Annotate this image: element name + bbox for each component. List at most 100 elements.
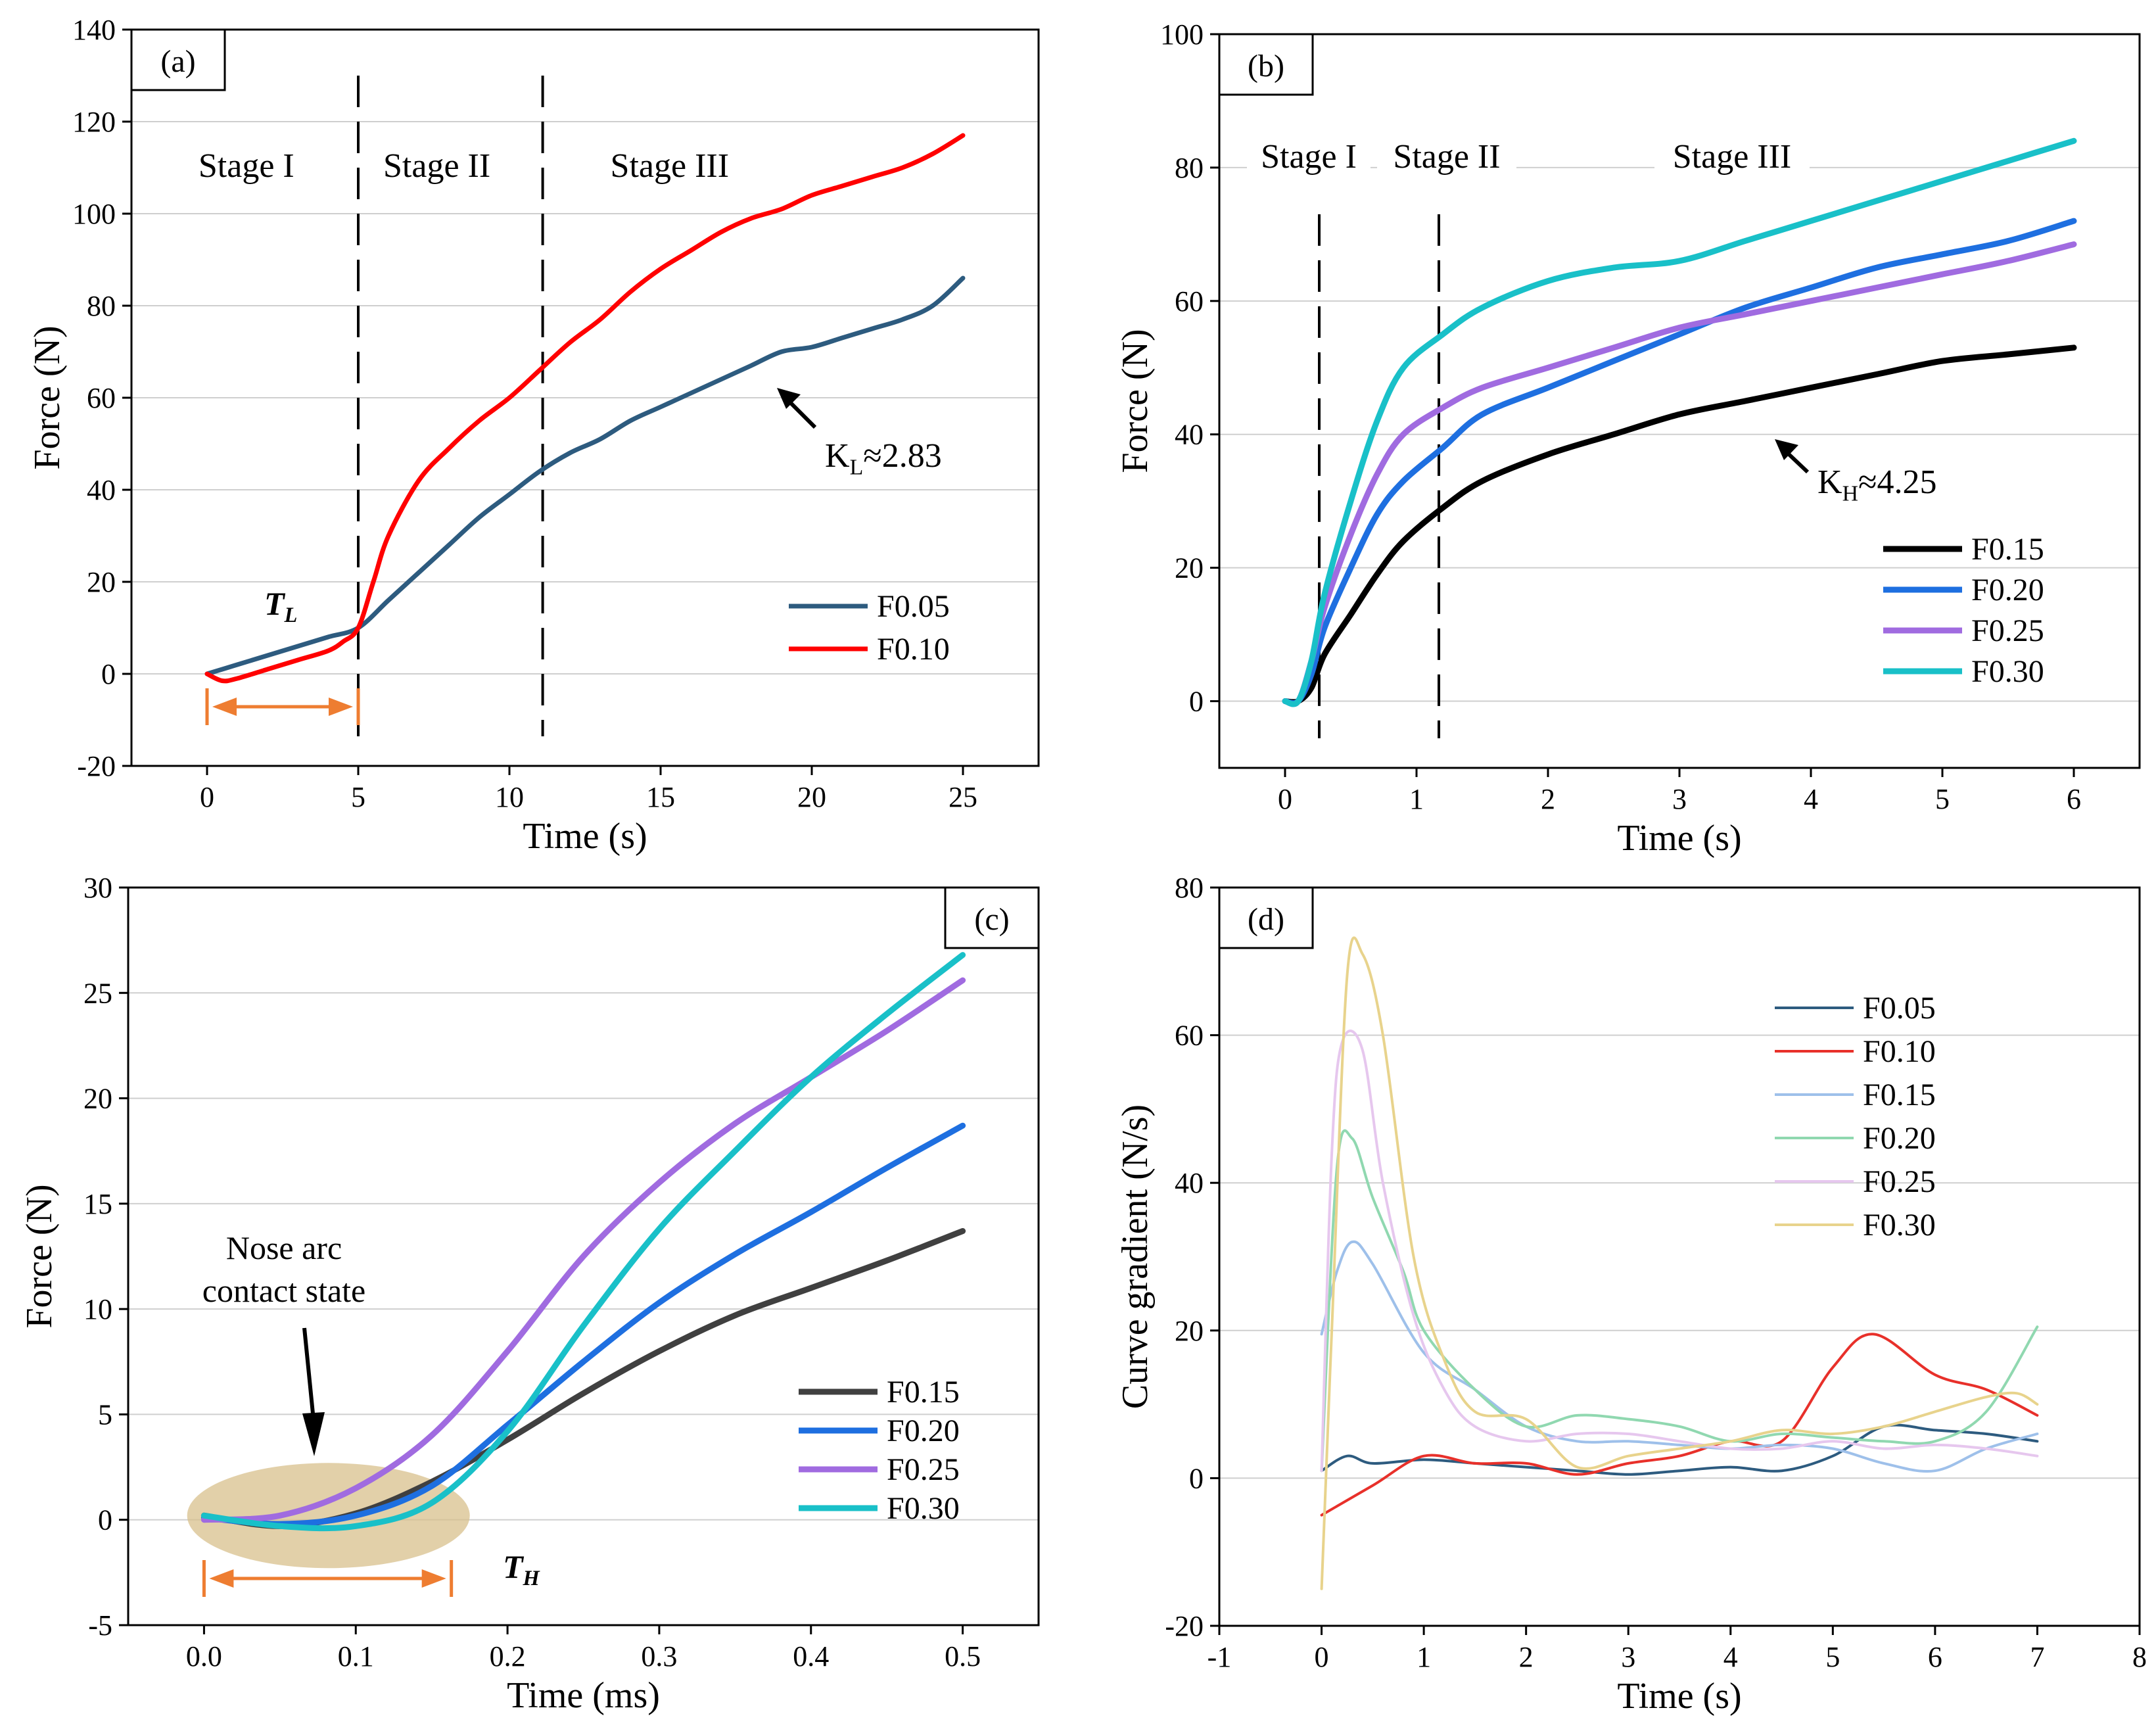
series-line-F0.20 (200, 1122, 966, 1527)
y-tick-label: -5 (88, 1609, 112, 1642)
x-axis-label: Time (s) (523, 816, 647, 857)
legend-label: F0.30 (1971, 654, 2044, 689)
y-axis-label: Force (N) (19, 1184, 60, 1328)
y-tick-label: 100 (1160, 18, 1204, 51)
y-tick-label: 25 (83, 977, 112, 1009)
y-tick-label: -20 (77, 750, 116, 782)
series-line-F0.20 (1320, 1129, 2039, 1473)
x-tick-label: 6 (1928, 1641, 1942, 1673)
y-tick-label: 60 (87, 382, 116, 414)
y-tick-label: 30 (83, 872, 112, 904)
legend-label: F0.20 (1971, 573, 2044, 607)
legend-label: F0.25 (1971, 613, 2044, 648)
y-tick-label: 120 (72, 106, 116, 138)
x-tick-label: 0 (1278, 783, 1292, 815)
interval-arrowhead (212, 698, 237, 716)
panel-label: (b) (1248, 49, 1284, 83)
x-tick-label: 15 (646, 781, 675, 813)
x-tick-label: 3 (1621, 1641, 1635, 1673)
legend-label: F0.30 (887, 1491, 960, 1526)
x-tick-label: 0.1 (338, 1640, 374, 1672)
nose-arc-label-line2: contact state (202, 1272, 366, 1309)
y-tick-label: 0 (98, 1504, 112, 1536)
y-tick-label: 140 (72, 14, 116, 46)
legend-label: F0.15 (887, 1375, 960, 1410)
x-tick-label: 0.4 (793, 1640, 829, 1672)
x-axis-label: Time (ms) (507, 1675, 660, 1716)
x-tick-label: 4 (1723, 1641, 1738, 1673)
interval-arrowhead (329, 698, 353, 716)
stage-label-bg (1247, 137, 1371, 178)
x-tick-label: 0.3 (641, 1640, 677, 1672)
series-line-F0.20 (1282, 218, 2077, 706)
y-tick-label: 20 (1175, 552, 1204, 584)
x-tick-label: 10 (495, 781, 524, 813)
stage-label-bg (1654, 137, 1810, 178)
x-tick-label: 20 (797, 781, 826, 813)
panel-label-box (944, 886, 1040, 949)
legend-label: F0.20 (1863, 1121, 1936, 1156)
panel-label-box (1218, 33, 1314, 96)
x-tick-label: 5 (1935, 783, 1950, 815)
stage-label: Stage I (199, 147, 294, 185)
x-tick-label: 2 (1519, 1641, 1534, 1673)
interval-arrowhead (421, 1569, 446, 1588)
y-tick-label: 40 (1175, 1167, 1204, 1199)
panel-c: 0.0 0.1 0.2 0.3 0.4 0.5 -5 0 5 10 15 20 25 30 Time (ms… (19, 872, 1040, 1716)
y-tick-label: 40 (87, 474, 116, 506)
panel-label-box (130, 28, 226, 91)
x-tick-label: 1 (1409, 783, 1424, 815)
panel-label: (d) (1248, 902, 1284, 937)
legend-label: F0.05 (1863, 991, 1936, 1026)
contact-region-ellipse (187, 1463, 470, 1569)
series-line-F0.25 (1320, 1030, 2039, 1473)
x-tick-label: 0.2 (490, 1640, 526, 1672)
x-tick-label: 6 (2067, 783, 2081, 815)
legend-label: F0.15 (1971, 532, 2044, 567)
x-tick-label: 5 (351, 781, 365, 813)
series-line-F0.30 (200, 952, 966, 1532)
interval-arrowhead (209, 1569, 234, 1588)
nose-arc-label-line1: Nose arc (226, 1229, 342, 1266)
stage-label: Stage I (1261, 138, 1357, 176)
arrow-head (302, 1412, 325, 1456)
panel-label: (c) (974, 902, 1009, 937)
y-tick-label: 15 (83, 1188, 112, 1220)
stage-label: Stage III (611, 147, 729, 185)
series-line-F0.25 (1282, 241, 2077, 707)
x-tick-label: 25 (949, 781, 977, 813)
legend-label: F0.25 (887, 1452, 960, 1487)
y-tick-label: 80 (1175, 152, 1204, 184)
y-tick-label: 20 (83, 1083, 112, 1115)
legend-label: F0.20 (887, 1413, 960, 1448)
panel-label-box (1218, 886, 1314, 949)
x-tick-label: 0.0 (186, 1640, 222, 1672)
y-tick-label: 60 (1175, 285, 1204, 318)
panel-d: -1 0 1 2 3 4 5 6 7 8 -20 0 20 40 60 80 Time (s) Curve gra… (1115, 872, 2147, 1717)
series-line-F0.30 (1282, 137, 2077, 707)
legend-label: F0.05 (877, 589, 950, 624)
arrow-head (1775, 439, 1798, 460)
y-tick-label: 80 (1175, 872, 1204, 904)
series-line-F0.15 (1320, 1240, 2039, 1473)
series-line-F0.15 (1282, 344, 2077, 705)
arrow-shaft (302, 1327, 315, 1414)
y-tick-label: 10 (83, 1293, 112, 1325)
legend-label: F0.10 (877, 632, 950, 667)
series-line-F0.10 (1320, 1333, 2039, 1517)
series-line-F0.10 (204, 133, 966, 684)
y-tick-label: 0 (1189, 686, 1204, 718)
plot-frame (127, 886, 1040, 1626)
x-tick-label: 7 (2030, 1641, 2044, 1673)
x-tick-label: 2 (1541, 783, 1555, 815)
legend-label: F0.15 (1863, 1078, 1936, 1112)
x-tick-label: 0 (200, 781, 214, 813)
x-tick-label: 0.5 (945, 1640, 981, 1672)
y-tick-label: 100 (72, 198, 116, 230)
y-tick-label: 60 (1175, 1020, 1204, 1052)
x-tick-label: 8 (2132, 1641, 2147, 1673)
stage-label-bg (1377, 137, 1516, 178)
y-tick-label: 20 (1175, 1315, 1204, 1347)
arrow-head (777, 388, 801, 409)
